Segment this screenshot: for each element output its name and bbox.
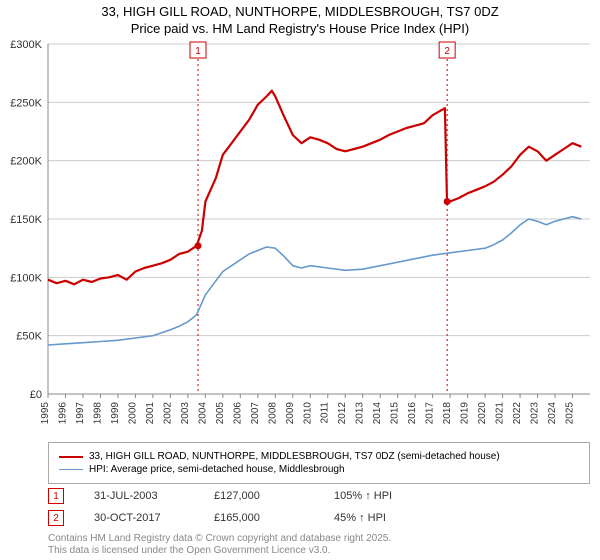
transaction-delta: 105% ↑ HPI bbox=[334, 490, 454, 502]
svg-text:1996: 1996 bbox=[57, 402, 68, 425]
line-chart: £0 £50K £100K £150K £200K £250K £300K 1995 1996 1… bbox=[0, 0, 600, 442]
svg-text:2017: 2017 bbox=[425, 402, 436, 425]
svg-text:2015: 2015 bbox=[390, 402, 401, 425]
svg-text:1995: 1995 bbox=[40, 402, 51, 425]
transaction-row: 1 31-JUL-2003£127,000105% ↑ HPI bbox=[48, 488, 454, 504]
svg-text:2025: 2025 bbox=[565, 402, 576, 425]
svg-text:2020: 2020 bbox=[477, 402, 488, 425]
svg-text:£50K: £50K bbox=[16, 331, 42, 343]
svg-text:2016: 2016 bbox=[407, 402, 418, 425]
svg-text:2024: 2024 bbox=[547, 402, 558, 425]
footer-licence: This data is licensed under the Open Gov… bbox=[48, 545, 330, 556]
transaction-row: 2 30-OCT-2017£165,00045% ↑ HPI bbox=[48, 510, 454, 526]
svg-text:2003: 2003 bbox=[180, 402, 191, 425]
svg-text:2002: 2002 bbox=[162, 402, 173, 425]
footer-copyright: Contains HM Land Registry data © Crown c… bbox=[48, 533, 391, 544]
svg-text:1999: 1999 bbox=[110, 402, 121, 425]
svg-text:£100K: £100K bbox=[10, 272, 42, 284]
svg-text:2001: 2001 bbox=[145, 402, 156, 425]
svg-text:2008: 2008 bbox=[267, 402, 278, 425]
legend-label: 33, HIGH GILL ROAD, NUNTHORPE, MIDDLESBR… bbox=[89, 451, 500, 462]
svg-text:1998: 1998 bbox=[92, 402, 103, 425]
svg-text:1997: 1997 bbox=[75, 402, 86, 425]
svg-text:£250K: £250K bbox=[10, 97, 42, 109]
svg-text:2011: 2011 bbox=[320, 402, 331, 424]
svg-text:2022: 2022 bbox=[512, 402, 523, 425]
svg-text:2004: 2004 bbox=[197, 402, 208, 425]
legend-label: HPI: Average price, semi-detached house,… bbox=[89, 464, 345, 475]
transaction-marker-icon: 1 bbox=[48, 488, 64, 504]
svg-text:2009: 2009 bbox=[285, 402, 296, 425]
legend-item: HPI: Average price, semi-detached house,… bbox=[59, 464, 579, 475]
svg-text:£150K: £150K bbox=[10, 214, 42, 226]
svg-text:2007: 2007 bbox=[250, 402, 261, 425]
svg-text:2000: 2000 bbox=[127, 402, 138, 425]
svg-text:£200K: £200K bbox=[10, 156, 42, 168]
transaction-marker-icon: 2 bbox=[48, 510, 64, 526]
transaction-date: 31-JUL-2003 bbox=[94, 490, 214, 502]
chart-container: 33, HIGH GILL ROAD, NUNTHORPE, MIDDLESBR… bbox=[0, 0, 600, 560]
svg-text:2013: 2013 bbox=[355, 402, 366, 425]
svg-text:2: 2 bbox=[444, 46, 450, 57]
svg-text:1: 1 bbox=[195, 46, 201, 57]
svg-text:2014: 2014 bbox=[372, 402, 383, 425]
transaction-price: £165,000 bbox=[214, 512, 334, 524]
transaction-price: £127,000 bbox=[214, 490, 334, 502]
svg-text:2021: 2021 bbox=[495, 402, 506, 425]
legend-item: 33, HIGH GILL ROAD, NUNTHORPE, MIDDLESBR… bbox=[59, 451, 579, 462]
svg-text:2023: 2023 bbox=[530, 402, 541, 425]
svg-text:2006: 2006 bbox=[232, 402, 243, 425]
svg-text:2005: 2005 bbox=[215, 402, 226, 425]
svg-text:£300K: £300K bbox=[10, 39, 42, 51]
svg-text:2012: 2012 bbox=[337, 402, 348, 425]
svg-text:2019: 2019 bbox=[460, 402, 471, 425]
legend-swatch bbox=[59, 469, 83, 470]
legend: 33, HIGH GILL ROAD, NUNTHORPE, MIDDLESBR… bbox=[48, 442, 590, 484]
transaction-date: 30-OCT-2017 bbox=[94, 512, 214, 524]
legend-swatch bbox=[59, 456, 83, 458]
svg-text:2018: 2018 bbox=[442, 402, 453, 425]
svg-text:£0: £0 bbox=[30, 389, 42, 401]
transaction-delta: 45% ↑ HPI bbox=[334, 512, 454, 524]
svg-text:2010: 2010 bbox=[302, 402, 313, 425]
